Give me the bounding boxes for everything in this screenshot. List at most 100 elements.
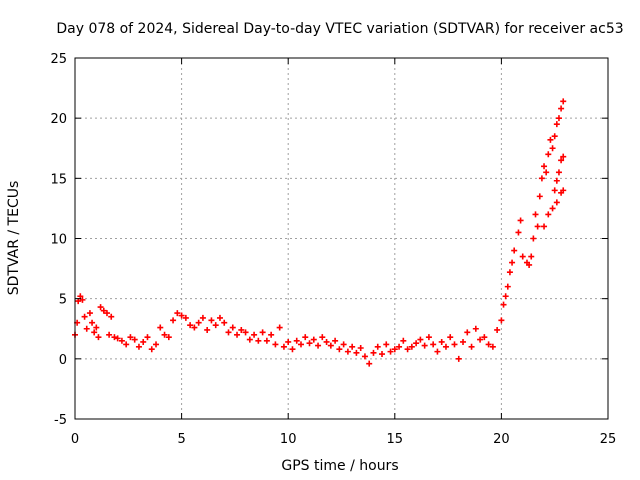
y-tick-label: -5: [54, 413, 67, 428]
data-point: [511, 247, 518, 254]
data-point: [336, 346, 343, 353]
x-tick-label: 5: [177, 432, 185, 447]
x-tick-label: 15: [387, 432, 404, 447]
grid-lines: [75, 58, 608, 419]
data-point: [131, 336, 138, 343]
data-point: [208, 317, 215, 324]
y-tick-label: 0: [59, 353, 67, 368]
data-point: [319, 334, 326, 341]
y-tick-label: 25: [50, 52, 67, 67]
data-point: [421, 342, 428, 349]
data-point: [280, 343, 287, 350]
data-point: [165, 334, 172, 341]
data-point: [302, 334, 309, 341]
data-point: [451, 341, 458, 348]
data-point: [327, 342, 334, 349]
data-point: [255, 337, 262, 344]
data-point: [268, 331, 275, 338]
data-point: [526, 261, 533, 268]
data-point: [417, 336, 424, 343]
data-point: [349, 343, 356, 350]
data-point: [174, 310, 181, 317]
data-point: [195, 319, 202, 326]
y-axis-label: SDTVAR / TECUs: [6, 181, 22, 296]
data-point: [340, 341, 347, 348]
data-point: [413, 340, 420, 347]
data-point: [560, 187, 567, 194]
data-point: [560, 98, 567, 105]
data-point: [472, 325, 479, 332]
data-point: [502, 293, 509, 300]
data-point: [246, 336, 253, 343]
data-point: [276, 324, 283, 331]
data-point: [199, 314, 206, 321]
data-point: [91, 329, 98, 336]
data-point: [103, 310, 110, 317]
data-point: [396, 343, 403, 350]
data-point: [293, 337, 300, 344]
data-point: [530, 235, 537, 242]
y-tick-label: 15: [50, 172, 67, 187]
data-point: [81, 313, 88, 320]
x-axis-label: GPS time / hours: [281, 458, 398, 474]
data-point: [553, 177, 560, 184]
data-point: [100, 307, 107, 314]
data-point: [285, 338, 292, 345]
data-point: [361, 353, 368, 360]
data-point: [383, 341, 390, 348]
data-point: [485, 341, 492, 348]
data-point: [532, 211, 539, 218]
data-point: [106, 331, 113, 338]
data-point: [144, 334, 151, 341]
data-point: [123, 341, 130, 348]
data-point: [430, 341, 437, 348]
data-point: [481, 334, 488, 341]
data-point: [541, 223, 548, 230]
chart-title: Day 078 of 2024, Sidereal Day-to-day VTE…: [56, 21, 623, 37]
data-point: [434, 348, 441, 355]
data-point: [558, 105, 565, 112]
data-point: [140, 338, 147, 345]
data-point: [489, 343, 496, 350]
data-point: [408, 343, 415, 350]
y-tick-label: 5: [59, 293, 67, 308]
data-point: [504, 283, 511, 290]
data-point: [534, 223, 541, 230]
data-point: [353, 349, 360, 356]
data-point: [83, 325, 90, 332]
data-point: [545, 151, 552, 158]
data-point: [370, 349, 377, 356]
data-point: [306, 340, 313, 347]
data-point: [332, 337, 339, 344]
data-point: [387, 348, 394, 355]
data-point: [323, 338, 330, 345]
data-point: [558, 157, 565, 164]
data-point: [344, 348, 351, 355]
data-point: [225, 329, 232, 336]
data-point: [517, 217, 524, 224]
data-point: [216, 314, 223, 321]
data-point: [182, 314, 189, 321]
data-point: [374, 343, 381, 350]
data-point: [498, 317, 505, 324]
data-point: [93, 324, 100, 331]
axis-ticks: 0 5 10 15 20 25 -5 0 5 10 15 20 25: [50, 52, 616, 447]
data-point: [477, 336, 484, 343]
data-point: [263, 337, 270, 344]
data-point: [191, 324, 198, 331]
x-tick-label: 0: [71, 432, 79, 447]
data-point: [127, 334, 134, 341]
data-point: [509, 259, 516, 266]
data-point: [187, 322, 194, 329]
data-point: [404, 346, 411, 353]
data-point: [221, 319, 228, 326]
data-point: [528, 253, 535, 260]
data-point: [442, 343, 449, 350]
data-point: [357, 345, 364, 352]
y-tick-label: 10: [50, 233, 67, 248]
data-point: [555, 169, 562, 176]
data-point: [153, 341, 160, 348]
data-point: [506, 269, 513, 276]
data-point: [242, 329, 249, 336]
data-point: [549, 205, 556, 212]
